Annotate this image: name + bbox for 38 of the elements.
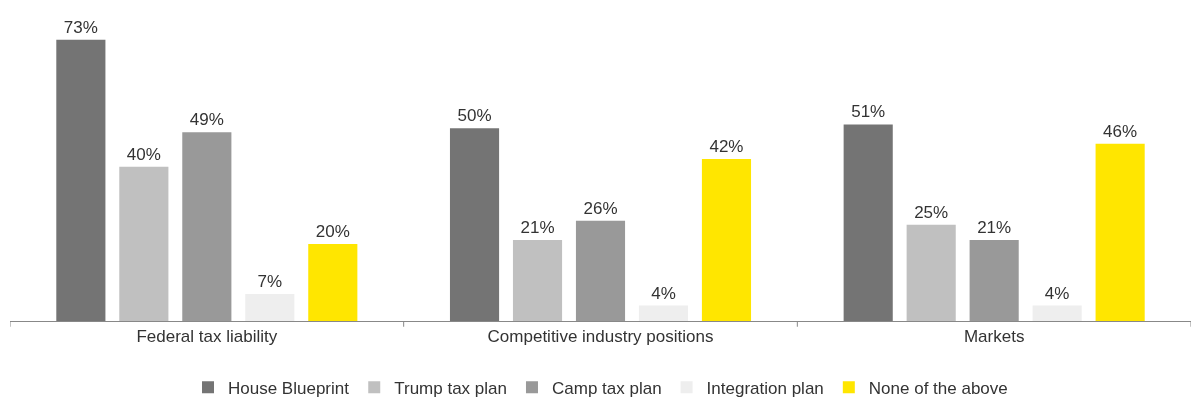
data-label: 51% [851, 102, 886, 122]
bar [119, 166, 169, 321]
legend-label: House Blueprint [228, 378, 350, 398]
bar [843, 124, 893, 321]
data-label: 21% [977, 218, 1012, 238]
legend-label: Camp tax plan [551, 378, 662, 398]
x-tick-label: Competitive industry positions [487, 327, 714, 347]
bar [1095, 143, 1145, 321]
bar [56, 39, 106, 321]
data-label: 49% [189, 110, 224, 130]
bar [512, 240, 563, 321]
bar [969, 240, 1019, 321]
data-label: 4% [1044, 283, 1070, 303]
bar [182, 132, 232, 321]
bar [701, 159, 752, 321]
legend-label: Integration plan [706, 378, 824, 398]
data-label: 46% [1103, 121, 1138, 141]
data-label: 21% [520, 218, 555, 238]
bar [449, 128, 500, 321]
data-label: 20% [315, 221, 350, 241]
bar [308, 243, 358, 321]
bar [245, 294, 295, 321]
data-label: 7% [257, 272, 283, 292]
data-label: 40% [126, 144, 161, 164]
data-label: 73% [63, 17, 98, 37]
x-tick-label: Markets [963, 327, 1025, 347]
bar [906, 224, 956, 321]
x-tick-label: Federal tax liability [136, 327, 278, 347]
data-label: 50% [457, 106, 492, 126]
bar [1032, 305, 1082, 321]
bar [638, 305, 689, 321]
legend-label: None of the above [868, 378, 1008, 398]
data-label: 4% [651, 283, 676, 303]
data-label: 26% [583, 198, 618, 218]
data-label: 42% [709, 137, 744, 157]
legend-label: Trump tax plan [394, 378, 507, 398]
data-label: 25% [914, 202, 949, 222]
bar [575, 220, 626, 321]
